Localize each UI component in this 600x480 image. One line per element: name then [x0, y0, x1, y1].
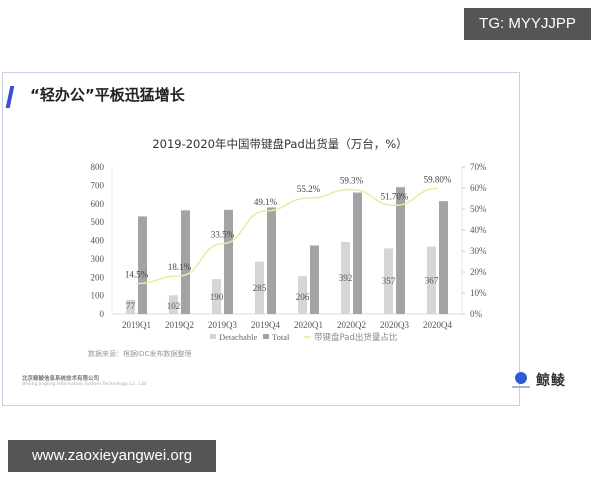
total-bar	[310, 245, 319, 314]
detachable-bar	[212, 279, 221, 314]
chart-title: 2019-2020年中国带键盘Pad出货量（万台，%）	[152, 137, 408, 151]
chart-legend: Detachable Total 带键盘Pad出货量占比	[210, 332, 397, 343]
legend-detachable-label: Detachable	[219, 332, 257, 342]
right-tick-label: 70%	[470, 162, 487, 172]
bar-series: 77 102 190 285 206 392 357 367	[126, 187, 448, 314]
detachable-value-label: 102	[167, 301, 181, 311]
detachable-value-label: 77	[126, 301, 136, 311]
ratio-value-label: 18.1%	[168, 262, 192, 272]
logo-caption	[512, 386, 530, 388]
right-tick-label: 30%	[470, 246, 487, 256]
left-tick-label: 400	[91, 236, 105, 246]
right-tick-label: 60%	[470, 183, 487, 193]
detachable-value-label: 357	[382, 276, 396, 286]
detachable-value-label: 190	[210, 292, 224, 302]
total-bar	[224, 209, 233, 314]
ratio-value-label: 59.80%	[424, 174, 452, 184]
left-tick-label: 500	[91, 217, 105, 227]
source-note: 数据来源：根据IDC发布数据整理	[88, 350, 192, 358]
x-category-label: 2020Q2	[337, 320, 366, 330]
ratio-value-label: 59.3%	[340, 175, 364, 185]
legend-total-label: Total	[272, 332, 290, 342]
total-bar	[267, 207, 276, 314]
legend-detachable-swatch	[210, 334, 216, 339]
left-tick-label: 0	[100, 309, 105, 319]
ratio-line	[136, 187, 438, 285]
right-tick-label: 40%	[470, 225, 487, 235]
legend-ratio-label: 带键盘Pad出货量占比	[314, 332, 397, 343]
left-tick-label: 200	[91, 272, 105, 282]
detachable-value-label: 392	[339, 273, 353, 283]
left-tick-label: 300	[91, 254, 105, 264]
total-bar	[353, 192, 362, 314]
left-tick-label: 700	[91, 180, 105, 190]
company-name-en: Beijing Jingling Information System Tech…	[22, 382, 147, 387]
right-axis: 0% 10% 20% 30% 40% 50% 60% 70%	[461, 162, 487, 319]
x-category-label: 2019Q2	[165, 320, 194, 330]
x-category-label: 2019Q1	[122, 320, 151, 330]
slide-title: “轻办公”平板迅猛增长	[30, 86, 185, 104]
detachable-bar	[169, 295, 178, 314]
ratio-value-label: 49.1%	[254, 197, 278, 207]
detachable-value-label: 367	[425, 275, 439, 285]
total-bar	[396, 187, 405, 314]
legend-total-swatch	[263, 334, 269, 339]
right-tick-label: 0%	[470, 309, 483, 319]
right-tick-label: 20%	[470, 267, 487, 277]
total-bar	[138, 216, 147, 314]
detachable-bar	[255, 261, 264, 314]
logo-text: 鲸鲮	[536, 373, 566, 389]
x-category-label: 2020Q3	[380, 320, 409, 330]
ratio-value-label: 14.5%	[125, 270, 149, 280]
left-tick-label: 600	[91, 199, 105, 209]
ratio-line-series: 14.5% 18.1% 33.5% 49.1% 55.2% 59.3% 51.70% 59.8…	[125, 174, 452, 285]
ratio-value-label: 55.2%	[297, 184, 321, 194]
right-tick-label: 50%	[470, 204, 487, 214]
ratio-value-label: 33.5%	[211, 230, 235, 240]
x-category-label: 2019Q4	[251, 320, 280, 330]
total-bar	[439, 201, 448, 314]
x-category-label: 2020Q4	[423, 320, 452, 330]
detachable-value-label: 206	[296, 292, 310, 302]
detachable-bar	[341, 241, 350, 314]
detachable-bar	[427, 246, 436, 314]
x-category-label: 2020Q1	[294, 320, 323, 330]
detachable-value-label: 285	[253, 283, 267, 293]
x-category-label: 2019Q3	[208, 320, 237, 330]
whale-logo-icon	[515, 372, 527, 384]
right-tick-label: 10%	[470, 288, 487, 298]
slide-frame	[2, 72, 520, 406]
detachable-bar	[384, 248, 393, 314]
tg-watermark-badge: TG: MYYJJPP	[464, 8, 591, 40]
ratio-value-label: 51.70%	[381, 191, 409, 201]
left-tick-label: 100	[91, 291, 105, 301]
left-tick-label: 800	[91, 162, 105, 172]
total-bar	[181, 210, 190, 314]
detachable-bar	[298, 276, 307, 314]
url-watermark-badge: www.zaoxieyangwei.org	[8, 440, 216, 472]
company-name-cn: 北京鲸鲮信息系统技术有限公司	[22, 376, 100, 382]
detachable-bar	[126, 299, 135, 314]
x-axis-labels: 2019Q1 2019Q2 2019Q3 2019Q4 2020Q1 2020Q2 2020…	[122, 320, 452, 330]
